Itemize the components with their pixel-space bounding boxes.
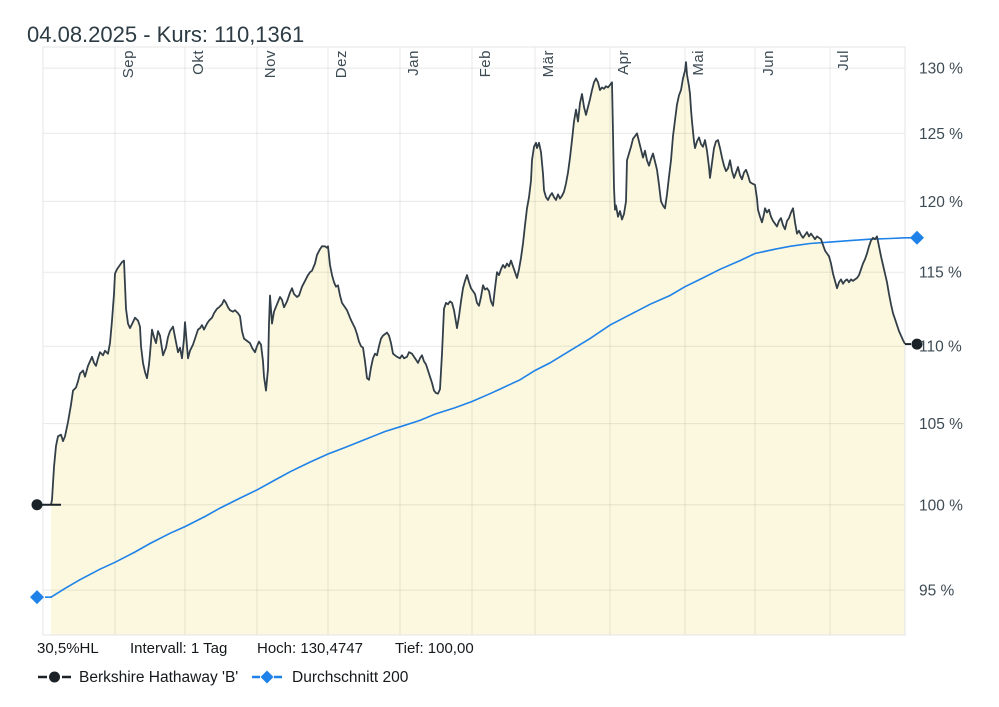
percent-tick-label: 120 % <box>919 194 963 211</box>
price-line <box>50 61 906 505</box>
percent-tick-label: 110 % <box>919 339 962 356</box>
price-area <box>51 62 905 636</box>
chart-header-date-price: 04.08.2025 - Kurs: 110,1361 <box>27 22 304 47</box>
percent-tick-label: 105 % <box>919 416 963 433</box>
percent-tick-label: 95 % <box>919 583 955 600</box>
ma-start-diamond-icon <box>30 590 44 605</box>
stats-row: 30,5%HL Intervall: 1 Tag Hoch: 130,4747 … <box>37 640 474 657</box>
month-label: Jun <box>760 50 777 76</box>
percent-tick-label: 125 % <box>919 126 963 143</box>
series-endpoint-markers <box>30 230 924 605</box>
price-area-fill <box>51 62 905 636</box>
y-axis-percent-labels: 130 % 125 % 120 % 115 % 110 % 105 % 100 % 95 % <box>919 61 963 600</box>
month-label: Feb <box>477 50 494 77</box>
price-start-dot-icon <box>31 499 43 511</box>
month-label: Jan <box>405 50 422 76</box>
legend-price-label[interactable]: Berkshire Hathaway 'B' <box>79 669 238 686</box>
stat-low: Tief: 100,00 <box>395 640 474 657</box>
price-end-dot-icon <box>911 338 923 350</box>
percent-tick-label: 115 % <box>919 265 962 282</box>
month-label: Okt <box>190 50 207 75</box>
legend: Berkshire Hathaway 'B' Durchschnitt 200 <box>38 669 409 686</box>
legend-ma-marker-icon <box>252 670 282 684</box>
percent-tick-label: 100 % <box>919 497 963 514</box>
plot-border <box>42 46 906 636</box>
stat-high: Hoch: 130,4747 <box>257 640 363 657</box>
legend-price-marker-icon <box>38 671 71 683</box>
moving-average-line <box>50 237 906 598</box>
stat-interval: Intervall: 1 Tag <box>130 640 227 657</box>
month-label: Sep <box>120 50 137 78</box>
legend-ma-label[interactable]: Durchschnitt 200 <box>292 669 409 686</box>
stat-hl: 30,5%HL <box>37 640 99 657</box>
month-label: Nov <box>262 50 279 78</box>
ma-end-diamond-icon <box>910 230 924 245</box>
plot-area[interactable] <box>42 46 906 636</box>
month-label: Mai <box>690 50 707 76</box>
month-label: Mär <box>540 50 557 77</box>
percent-tick-label: 130 % <box>919 61 963 78</box>
month-label: Jul <box>835 50 852 71</box>
durchschnitt-200-path <box>50 237 906 598</box>
berkshire-price-path <box>50 61 906 505</box>
month-label: Dez <box>333 50 350 78</box>
x-axis-month-labels: Sep Okt Nov Dez Jan Feb Mär Apr Mai Jun Jul <box>120 50 852 79</box>
month-label: Apr <box>615 50 632 75</box>
